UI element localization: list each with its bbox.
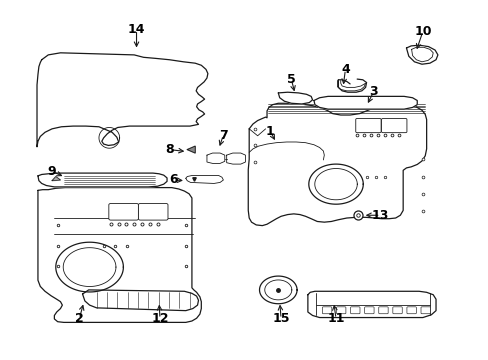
FancyBboxPatch shape <box>378 307 387 314</box>
Text: 2: 2 <box>75 312 83 325</box>
Text: 11: 11 <box>326 312 344 325</box>
Text: 9: 9 <box>48 165 56 178</box>
Polygon shape <box>406 45 437 64</box>
Polygon shape <box>38 173 167 187</box>
Polygon shape <box>187 146 195 153</box>
Polygon shape <box>313 96 416 109</box>
FancyBboxPatch shape <box>138 203 168 220</box>
Text: 14: 14 <box>127 23 145 36</box>
FancyBboxPatch shape <box>350 307 359 314</box>
Polygon shape <box>185 176 223 184</box>
FancyBboxPatch shape <box>355 118 380 132</box>
Text: 12: 12 <box>151 312 168 325</box>
Polygon shape <box>52 176 61 181</box>
FancyBboxPatch shape <box>322 307 331 314</box>
FancyBboxPatch shape <box>381 118 406 132</box>
FancyBboxPatch shape <box>392 307 402 314</box>
Polygon shape <box>38 188 201 323</box>
Text: 7: 7 <box>219 129 227 141</box>
Text: 3: 3 <box>368 85 377 98</box>
Polygon shape <box>307 291 435 318</box>
Polygon shape <box>82 290 198 311</box>
Text: 4: 4 <box>340 63 349 76</box>
Text: 6: 6 <box>168 174 177 186</box>
Text: 10: 10 <box>413 25 431 38</box>
Polygon shape <box>226 153 245 164</box>
Polygon shape <box>278 92 312 104</box>
Polygon shape <box>411 47 432 62</box>
FancyBboxPatch shape <box>364 307 373 314</box>
Polygon shape <box>248 103 426 226</box>
Text: 15: 15 <box>272 312 289 325</box>
FancyBboxPatch shape <box>406 307 415 314</box>
FancyBboxPatch shape <box>109 203 138 220</box>
Polygon shape <box>206 153 224 163</box>
Text: 13: 13 <box>371 209 388 222</box>
Text: 8: 8 <box>165 143 173 156</box>
Text: 1: 1 <box>265 125 274 138</box>
FancyBboxPatch shape <box>336 307 345 314</box>
Text: 5: 5 <box>286 73 295 86</box>
Polygon shape <box>37 53 207 147</box>
FancyBboxPatch shape <box>420 307 429 314</box>
